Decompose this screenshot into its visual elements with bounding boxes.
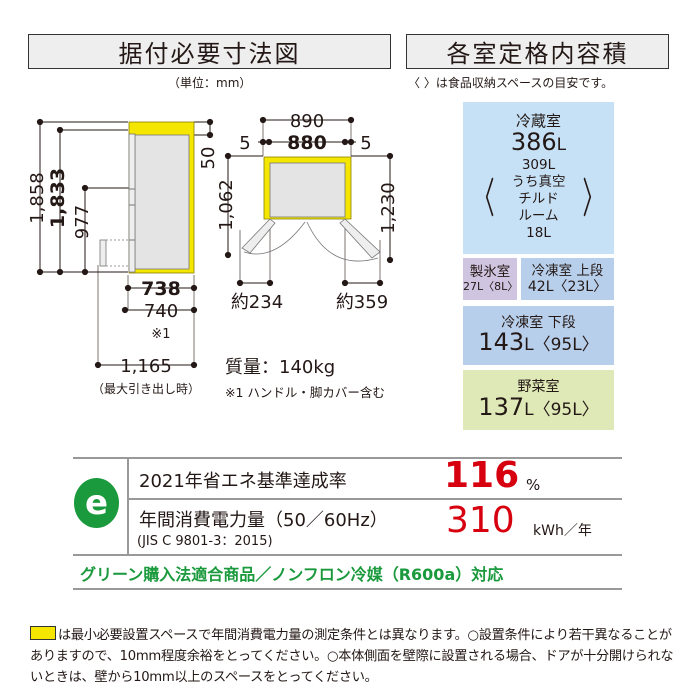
compartment-fridge: 冷蔵室 386L 〈 309L うち真空チルド ルーム18L 〉 (463, 102, 614, 254)
ice-volume: 27L〈8L〉 (463, 280, 519, 294)
left-door (241, 218, 276, 254)
dim-1858: 1,858 (27, 172, 48, 224)
vegetable-name: 野菜室 (517, 379, 560, 396)
side-view-fridge (99, 121, 195, 274)
compartment-vegetable: 野菜室 137L〈95L〉 (463, 370, 614, 430)
compartment-freezer-lower: 冷凍室 下段 143L〈95L〉 (463, 306, 614, 365)
freezer-upper-volume: 42L〈23L〉 (527, 278, 608, 295)
dim-359: 約359 (336, 292, 388, 313)
dim-234: 約234 (231, 292, 283, 313)
dim-1165-note: （最大引き出し時） (92, 382, 200, 396)
dim-977: 977 (72, 205, 93, 239)
achievement-unit: % (526, 476, 541, 494)
ice-name: 製氷室 (469, 264, 511, 281)
dim-740: 740 (144, 301, 178, 322)
freezer-lower-name: 冷凍室 下段 (501, 314, 576, 331)
consumption-label: 年間消費電力量（50／60Hz） (139, 510, 388, 531)
vegetable-unit: L〈95L〉 (524, 399, 599, 420)
fridge-sub-volume: 309L (521, 157, 556, 174)
note-text: は最小必要設置スペースで年間消費電力量の測定条件とは異なります。○設置条件により… (30, 628, 674, 685)
dim-1062: 1,062 (216, 179, 237, 231)
right-door (339, 218, 381, 259)
dimensions-title: 据付必要寸法図 (28, 34, 391, 69)
achievement-label: 2021年省エネ基準達成率 (139, 471, 347, 492)
drawer-outline (99, 239, 107, 267)
weight: 質量：140kg (225, 357, 335, 378)
fridge-sub-line2: ルーム18L (518, 207, 559, 241)
divider (127, 457, 129, 554)
dim-5-left: 5 (239, 133, 250, 154)
freezer-upper-name: 冷凍室 上段 (531, 262, 604, 279)
dimension-diagram: 1,858 1,833 977 50 738 740 ※1 1,165 （最大引… (27, 111, 399, 400)
dim-1165: 1,165 (120, 356, 172, 377)
bracket-close: 〉 (582, 174, 604, 224)
yellow-swatch-icon (30, 626, 56, 640)
vegetable-volume: 137 (478, 392, 525, 421)
compartment-ice: 製氷室 27L〈8L〉 (463, 258, 519, 300)
installation-note: は最小必要設置スペースで年間消費電力量の測定条件とは異なります。○設置条件により… (30, 625, 680, 688)
consumption-unit: kWh／年 (533, 523, 592, 539)
dim-890: 890 (290, 111, 324, 132)
freezer-lower-unit: L〈95L〉 (524, 335, 599, 356)
dim-1230: 1,230 (378, 182, 399, 234)
bracket-open: 〈 (473, 174, 495, 224)
divider (73, 588, 622, 590)
consumption-standard: (JIS C 9801-3：2015) (137, 534, 273, 549)
dim-50: 50 (198, 147, 219, 170)
unit-label: （単位：mm） (168, 76, 252, 90)
divider (73, 457, 622, 459)
fridge-volume: 386 (510, 128, 557, 157)
divider (127, 498, 622, 500)
dim-740-note: ※1 (151, 327, 170, 342)
divider (73, 554, 622, 556)
consumption-value: 310 (446, 500, 515, 541)
achievement-value: 116 (444, 455, 520, 496)
capacity-note: 〈 〉は食品収納スペースの目安です。 (408, 76, 614, 90)
top-view-fridge (241, 156, 381, 262)
green-purchase-text: グリーン購入法適合商品／ノンフロン冷媒（R600a）対応 (80, 565, 504, 584)
dim-738: 738 (141, 278, 181, 300)
compartment-freezer-upper: 冷凍室 上段 42L〈23L〉 (521, 258, 614, 300)
dim-880: 880 (287, 132, 327, 154)
fridge-name: 冷蔵室 (515, 112, 561, 131)
dim-5-right: 5 (360, 133, 371, 154)
footnote-1: ※1 ハンドル・脚カバー含む (225, 385, 385, 400)
fridge-unit: L (556, 135, 567, 156)
capacity-title: 各室定格内容積 (406, 34, 669, 69)
energy-logo-icon: e (74, 478, 119, 528)
dim-1833: 1,833 (47, 168, 69, 228)
freezer-lower-volume: 143 (478, 328, 525, 357)
fridge-sub-line1: うち真空チルド (511, 174, 566, 208)
